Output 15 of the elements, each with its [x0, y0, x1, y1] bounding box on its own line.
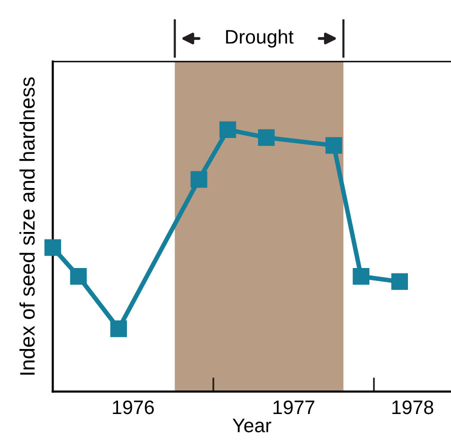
point [258, 129, 275, 146]
x-tick-label: 1978 [392, 400, 434, 414]
point [44, 239, 62, 256]
point [325, 137, 342, 154]
point [110, 320, 127, 338]
point [352, 268, 370, 285]
point [391, 273, 408, 290]
y-axis-title: Index of seed size and hardness [19, 77, 35, 375]
x-axis-title: Year [232, 418, 272, 432]
point [70, 268, 87, 285]
band-label: Drought [226, 29, 294, 48]
x-tick-label: 1976 [112, 400, 154, 414]
point [190, 171, 208, 188]
point [219, 121, 236, 138]
x-tick-label: 1977 [273, 400, 314, 414]
